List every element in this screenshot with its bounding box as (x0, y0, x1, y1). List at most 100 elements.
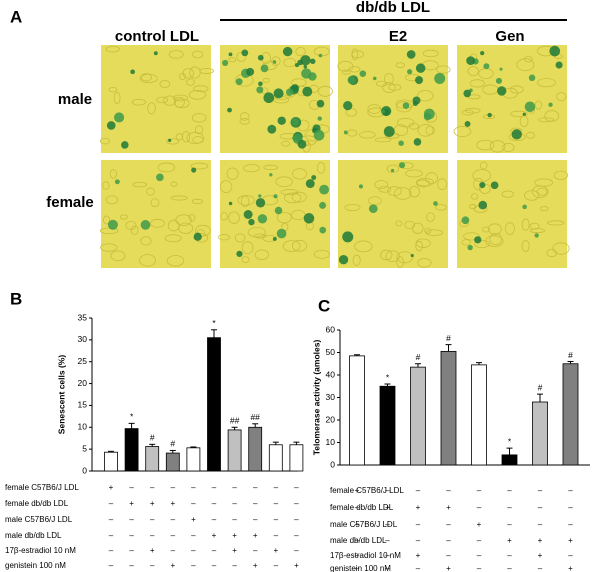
cell-texture (234, 233, 246, 243)
cell-texture (239, 112, 250, 121)
stained-cell (496, 86, 507, 96)
stained-cell (228, 201, 233, 206)
condition-sign: – (212, 499, 217, 508)
condition-sign: + (538, 536, 543, 545)
stained-cell (235, 78, 243, 86)
stained-cell (522, 204, 527, 210)
cell-texture (164, 234, 182, 243)
cell-texture (219, 180, 233, 193)
cell-texture (437, 178, 448, 191)
stained-cell (291, 118, 300, 126)
condition-sign: – (253, 483, 258, 492)
stained-cell (191, 167, 197, 173)
stained-cell (317, 116, 322, 121)
cell-texture (436, 65, 451, 74)
cell-texture (501, 190, 515, 198)
stained-cell (478, 200, 488, 210)
condition-sign: – (416, 536, 421, 545)
condition-sign: + (416, 503, 421, 512)
significance-mark: * (212, 318, 216, 328)
stained-cell (272, 236, 277, 241)
stained-cell (479, 181, 486, 189)
cell-texture (405, 169, 423, 178)
cell-texture (191, 198, 204, 204)
condition-sign: + (191, 515, 196, 524)
cell-texture (313, 249, 330, 259)
condition-sign: + (477, 520, 482, 529)
cell-texture (380, 249, 393, 261)
condition-sign: – (294, 483, 299, 492)
stained-cell (463, 89, 472, 98)
stained-cell (474, 236, 482, 244)
condition-sign: – (191, 546, 196, 555)
condition-sign: + (129, 499, 134, 508)
cell-texture (538, 117, 555, 123)
bar (248, 426, 263, 472)
bar (410, 366, 426, 466)
bar (349, 355, 365, 466)
stained-cell (297, 139, 307, 149)
bar (501, 454, 518, 466)
stained-cell (256, 86, 264, 94)
stained-cell (343, 130, 348, 135)
stained-cell (480, 51, 485, 56)
cell-texture (510, 110, 528, 117)
bar (145, 446, 160, 472)
cell-texture (140, 236, 152, 246)
condition-sign: + (170, 499, 175, 508)
condition-sign: – (507, 486, 512, 495)
y-tick-label: 35 (78, 312, 88, 322)
stained-cell (358, 184, 363, 189)
cell-texture (191, 113, 207, 123)
condition-sign: + (568, 564, 573, 572)
cell-texture (157, 162, 176, 173)
panel-label: B (10, 289, 22, 308)
cell-texture (516, 58, 535, 72)
stained-cell (413, 138, 422, 146)
condition-label: male C57B6/J LDL (330, 520, 398, 529)
column-header: Gen (495, 28, 524, 45)
stained-cell (257, 54, 264, 61)
condition-label: genistein 100 nM (5, 561, 66, 570)
y-tick-label: 40 (326, 369, 336, 379)
condition-sign: + (446, 503, 451, 512)
cell-texture (509, 85, 524, 94)
condition-label: genistein 100 nM (330, 564, 391, 572)
cell-texture (378, 186, 392, 193)
cell-texture (317, 85, 333, 97)
y-tick-label: 20 (326, 414, 336, 424)
condition-sign: – (191, 561, 196, 570)
condition-sign: – (446, 520, 451, 529)
cell-texture (188, 214, 196, 222)
cell-texture (504, 222, 515, 235)
cell-texture (521, 239, 530, 252)
cell-texture (271, 56, 281, 67)
condition-sign: – (477, 536, 482, 545)
condition-sign: – (212, 515, 217, 524)
cell-texture (489, 140, 506, 153)
condition-sign: – (538, 486, 543, 495)
condition-sign: – (212, 546, 217, 555)
cell-texture (170, 181, 178, 187)
cell-texture (282, 240, 301, 252)
condition-sign: – (109, 531, 114, 540)
stained-cell (410, 253, 414, 258)
cell-texture (408, 186, 420, 198)
cell-texture (461, 109, 474, 116)
cell-texture (237, 195, 255, 206)
cell-texture (159, 80, 171, 89)
cell-texture (195, 224, 211, 237)
micrographs (99, 45, 570, 268)
cell-texture (393, 187, 412, 200)
y-axis-label: Senescent cells (%) (56, 355, 66, 435)
stained-cell (415, 76, 424, 85)
bar (440, 350, 457, 466)
cell-texture (388, 84, 402, 91)
stained-cell (359, 70, 367, 78)
cell-texture (383, 72, 394, 85)
cell-texture (247, 227, 266, 238)
stained-cell (316, 99, 325, 108)
cell-texture (150, 218, 165, 228)
stained-cell (227, 107, 232, 113)
